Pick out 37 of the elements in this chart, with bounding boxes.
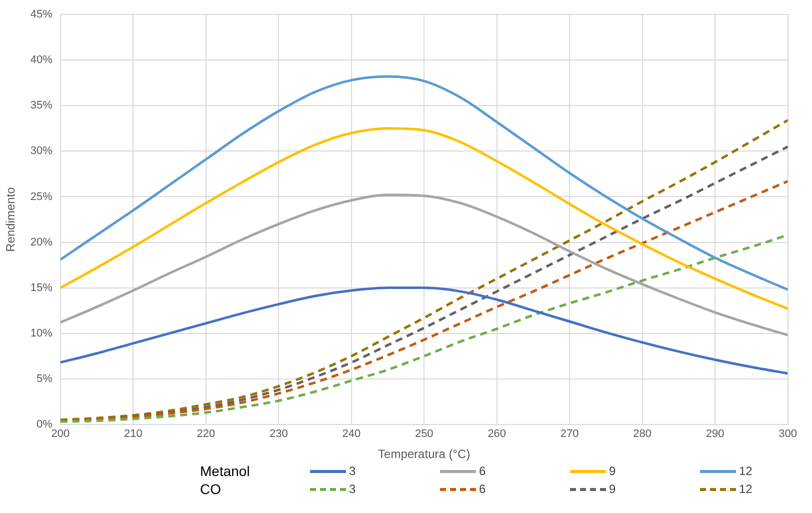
y-tick-label: 30% [30,145,53,158]
text: CO [200,480,222,498]
legend-label: 9 [609,463,616,480]
y-tick-label: 20% [30,236,53,248]
x-tick-label: 300 [778,428,798,440]
y-tick-label: 25% [30,190,53,203]
legend-label: 6 [479,481,486,498]
x-tick-label: 200 [51,428,70,440]
legend-label: 9 [609,481,616,498]
y-tick-label: 35% [30,100,53,112]
y-tick-label: 10% [30,327,53,340]
y-tick-label: 15% [30,282,53,294]
line-series [60,286,788,375]
x-tick-label: 290 [706,428,724,440]
x-tick-label: 270 [560,428,579,440]
line-series [60,75,788,291]
x-tick-label: 250 [414,428,434,440]
legend-label: 12 [739,481,752,498]
line-series [60,127,788,310]
legend-label: 6 [479,463,486,480]
x-tick-label: 220 [196,428,216,440]
x-tick-label: 240 [342,428,361,440]
legend-label: 3 [349,463,356,480]
y-axis-title: Rendimento [4,186,18,252]
x-tick-label: 230 [269,428,288,440]
x-tick-label: 210 [124,428,142,440]
x-tick-label: 260 [488,428,506,440]
x-tick-label: 280 [633,428,652,440]
y-tick-label: 5% [36,372,53,385]
y-tick-label: 40% [30,54,53,66]
line-series [60,194,788,336]
y-tick-label: 0% [36,418,53,430]
y-tick-label: 45% [30,8,53,21]
legend-label: 3 [349,481,356,498]
text: Metanol [200,462,251,480]
legend-label: 12 [739,463,752,480]
x-axis-title: Temperatura (°C) [378,447,470,462]
